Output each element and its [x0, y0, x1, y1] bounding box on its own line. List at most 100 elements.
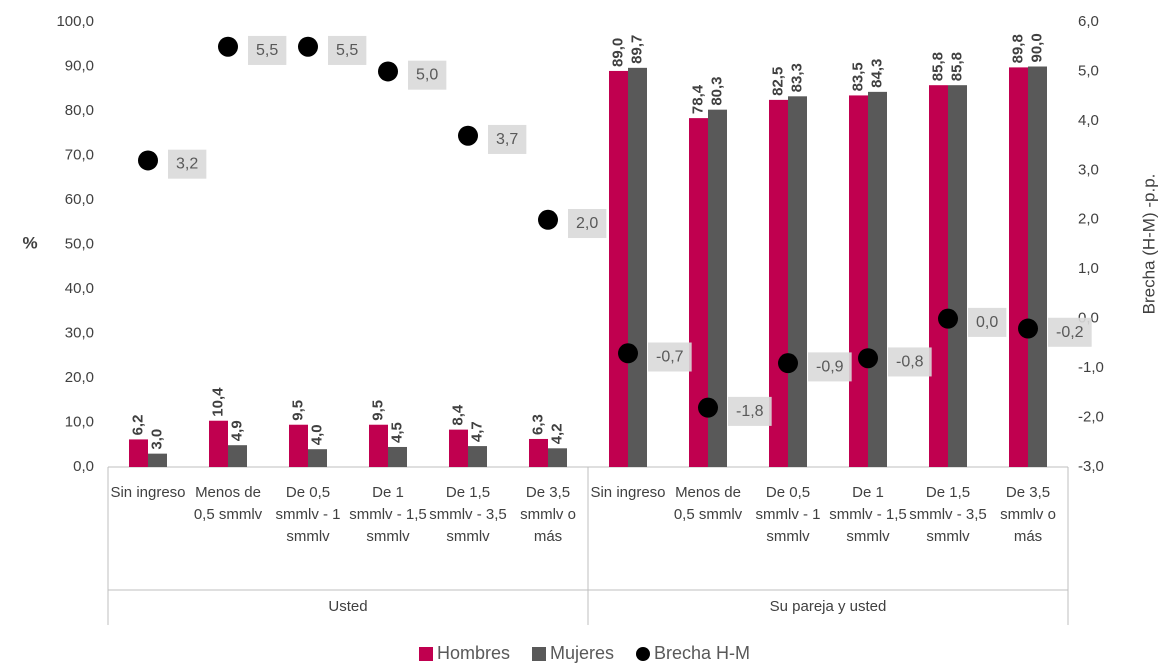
- x-tick-label: De 1,5 smmlv - 3,5 smmlv: [429, 484, 507, 545]
- value-label: 82,5: [769, 67, 786, 96]
- bar: [529, 438, 548, 467]
- y2-tick-label: 1,0: [1078, 260, 1099, 277]
- value-label: 2,0: [576, 215, 598, 232]
- bar: [148, 453, 167, 467]
- bar: [769, 99, 788, 467]
- value-label: 4,2: [548, 423, 565, 444]
- value-label: 89,8: [1009, 34, 1026, 63]
- x-tick-label: De 3,5 smmlv o más: [1000, 484, 1056, 545]
- value-label: 3,0: [148, 429, 165, 450]
- brecha-label: 0,0: [968, 307, 1007, 337]
- bar: [449, 429, 468, 467]
- label-box: [568, 208, 607, 239]
- bar: [1028, 66, 1047, 467]
- bar: [609, 70, 628, 467]
- brecha-label: -0,8: [888, 347, 932, 377]
- value-label: 85,8: [948, 52, 965, 81]
- brecha-dot: [858, 348, 878, 369]
- y2-tick-label: -1,0: [1078, 359, 1104, 376]
- brecha-dot: [458, 125, 478, 146]
- brecha-label: 5,0: [408, 60, 447, 90]
- legend-label: Hombres: [436, 643, 510, 663]
- bar: [929, 85, 948, 467]
- bar: [548, 448, 567, 467]
- brecha-label: 3,7: [488, 124, 527, 154]
- y-tick-label: 100,0: [56, 13, 94, 30]
- legend-label: Brecha H-M: [654, 643, 751, 663]
- x-tick-label: Sin ingreso: [110, 484, 186, 501]
- bar: [289, 424, 308, 467]
- legend-item: Mujeres: [531, 643, 615, 664]
- value-label: -0,9: [816, 358, 844, 375]
- value-label: 4,0: [308, 424, 325, 445]
- value-label: 10,4: [209, 387, 226, 417]
- y-tick-label: 80,0: [65, 102, 94, 119]
- x-tick-label: De 1 smmlv - 1,5 smmlv: [349, 484, 427, 545]
- brecha-label: -0,7: [648, 342, 692, 372]
- y2-tick-label: -2,0: [1078, 409, 1104, 426]
- bar: [689, 118, 708, 468]
- legend-label: Mujeres: [549, 643, 615, 663]
- value-label: 80,3: [708, 76, 725, 105]
- bar: [1009, 67, 1028, 467]
- value-label: 0,0: [976, 314, 998, 331]
- y2-tick-label: 4,0: [1078, 112, 1099, 129]
- y-tick-label: 60,0: [65, 191, 94, 208]
- label-box: [648, 342, 692, 372]
- value-label: 3,2: [176, 156, 198, 173]
- legend-swatch: [636, 646, 651, 661]
- label-box: [488, 124, 527, 154]
- y-tick-label: 10,0: [65, 413, 94, 430]
- value-label: 4,5: [388, 422, 405, 443]
- label-box: [808, 352, 852, 382]
- brecha-label: -1,8: [728, 396, 772, 426]
- bar: [628, 67, 647, 468]
- x-tick-label: Sin ingreso: [590, 484, 666, 501]
- bar: [388, 446, 407, 467]
- value-label: 90,0: [1028, 33, 1045, 62]
- value-label: 5,5: [256, 42, 278, 59]
- value-label: 5,5: [336, 42, 358, 59]
- x-tick-label: Menos de 0,5 smmlv: [193, 484, 263, 523]
- x-tick-label: De 0,5 smmlv - 1 smmlv: [275, 484, 341, 545]
- value-label: 6,2: [129, 415, 146, 436]
- value-label: 78,4: [689, 84, 706, 114]
- legend-item: Brecha H-M: [636, 643, 750, 664]
- value-label: 84,3: [868, 59, 885, 88]
- value-label: -0,2: [1056, 324, 1084, 341]
- value-label: 9,5: [369, 400, 386, 421]
- y2-tick-label: 6,0: [1078, 13, 1099, 30]
- value-label: 6,3: [529, 414, 546, 435]
- y-tick-label: 20,0: [65, 369, 94, 386]
- brecha-label: -0,9: [808, 352, 852, 382]
- group-label: Usted: [328, 598, 367, 615]
- legend-swatch: [531, 646, 546, 661]
- label-box: [728, 396, 772, 426]
- brecha-dot: [618, 343, 638, 364]
- value-label: -0,8: [896, 353, 924, 370]
- y-tick-label: 50,0: [65, 235, 94, 252]
- bar: [209, 420, 228, 467]
- bar: [129, 439, 148, 467]
- bar: [788, 96, 807, 467]
- label-box: [328, 35, 367, 65]
- brecha-dot: [138, 150, 158, 171]
- brecha-dot: [378, 61, 398, 82]
- bar: [468, 446, 487, 467]
- value-label: 9,5: [289, 400, 306, 421]
- value-label: 5,0: [416, 67, 438, 84]
- y-tick-label: 30,0: [65, 324, 94, 341]
- label-box: [408, 60, 447, 90]
- value-label: 85,8: [929, 52, 946, 81]
- brecha-dot: [538, 209, 558, 230]
- label-box: [888, 347, 932, 377]
- group-label: Su pareja y usted: [770, 598, 887, 615]
- bar: [228, 445, 247, 467]
- brecha-label: -0,2: [1048, 317, 1092, 347]
- brecha-dot: [698, 397, 718, 418]
- x-tick-label: De 0,5 smmlv - 1 smmlv: [755, 484, 821, 545]
- y-axis-title: %: [22, 233, 37, 252]
- y2-tick-label: 5,0: [1078, 62, 1099, 79]
